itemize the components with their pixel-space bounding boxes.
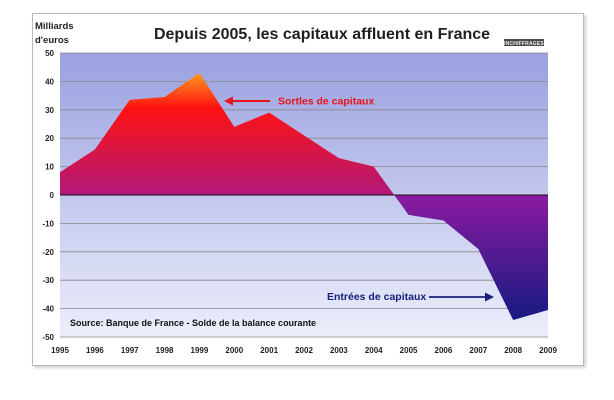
x-tick-label: 1996 [86, 346, 104, 355]
y-tick-label: -30 [42, 276, 54, 285]
outflow-annotation: Sortles de capitaux [224, 96, 374, 108]
y-tick-label: 40 [45, 77, 54, 86]
inflow-label: Entrées de capitaux [327, 291, 426, 303]
x-tick-label: 2000 [225, 346, 243, 355]
x-tick-label: 1995 [51, 346, 69, 355]
outflow-label: Sortles de capitaux [278, 96, 374, 108]
y-tick-label: 10 [45, 163, 54, 172]
y-axis-ticks: 50 40 30 20 10 0 -10 -20 -30 -40 -50 [42, 49, 54, 342]
x-tick-label: 2008 [504, 346, 522, 355]
x-tick-label: 1997 [121, 346, 139, 355]
x-axis-ticks: 1995 1996 1997 1998 1999 2000 2001 2002 2003 2004… [51, 346, 557, 355]
y-tick-label: -10 [42, 219, 54, 228]
x-tick-label: 2003 [330, 346, 348, 355]
y-axis-label-line1: Milliards [35, 21, 74, 32]
chart-title: Depuis 2005, les capitaux affluent en Fr… [154, 26, 490, 43]
x-tick-label: 2005 [400, 346, 418, 355]
y-tick-label: 20 [45, 134, 54, 143]
y-tick-label: -20 [42, 248, 54, 257]
outflow-arrow-head [224, 96, 233, 106]
logo-text: INCHIFFRAGES [504, 41, 544, 47]
area-negative [60, 195, 548, 320]
y-tick-label: 0 [50, 191, 55, 200]
y-tick-label: -50 [42, 333, 54, 342]
y-tick-label: 30 [45, 106, 54, 115]
y-axis-label-line2: d'euros [35, 35, 69, 46]
y-tick-label: 50 [45, 49, 54, 58]
x-tick-label: 1999 [191, 346, 209, 355]
x-tick-label: 2002 [295, 346, 313, 355]
x-tick-label: 2006 [435, 346, 453, 355]
x-tick-label: 1998 [156, 346, 174, 355]
x-tick-label: 2009 [539, 346, 557, 355]
logo: INCHIFFRAGES [504, 39, 544, 47]
x-tick-label: 2007 [469, 346, 487, 355]
x-tick-label: 2001 [260, 346, 278, 355]
y-tick-label: -40 [42, 305, 54, 314]
area-positive [60, 72, 548, 195]
x-tick-label: 2004 [365, 346, 383, 355]
inflow-annotation: Entrées de capitaux [327, 291, 494, 303]
inflow-arrow-head [485, 292, 494, 302]
source-note: Source: Banque de France - Solde de la b… [70, 318, 316, 328]
